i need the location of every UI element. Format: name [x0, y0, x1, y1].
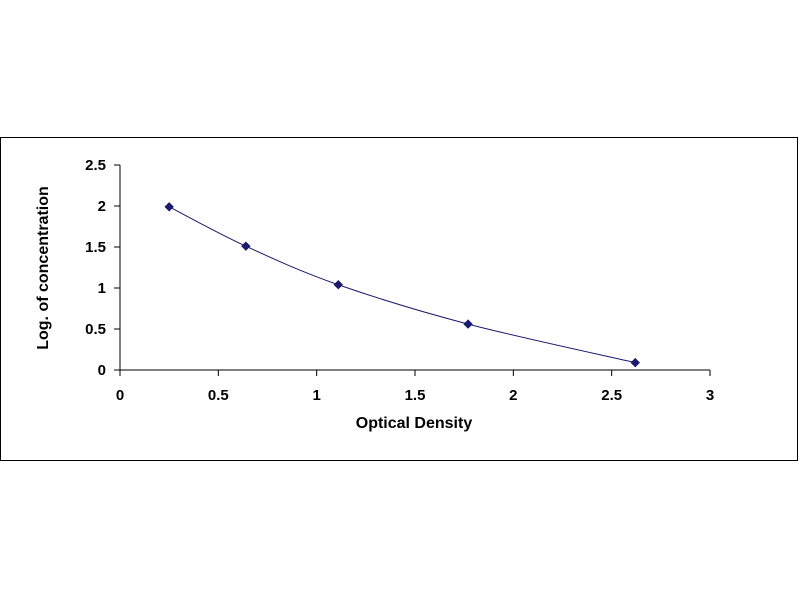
data-point	[463, 319, 473, 329]
y-tick-label: 2	[98, 198, 106, 215]
y-tick-label: 1	[98, 280, 106, 297]
data-point	[630, 357, 640, 368]
y-ticks: 0 0.5 1 1.5 2 2.5	[85, 157, 120, 379]
y-tick-label: 0.5	[85, 321, 106, 338]
chart-frame	[0, 137, 798, 461]
data-point	[241, 241, 251, 251]
fit-curve	[168, 206, 636, 364]
y-tick-label: 2.5	[85, 157, 106, 174]
x-tick-label: 2.5	[601, 387, 622, 404]
x-ticks: 0 0.5 1 1.5 2 2.5 3	[116, 370, 714, 404]
x-tick-label: 1	[312, 387, 320, 404]
x-tick-label: 3	[706, 387, 714, 404]
data-point	[333, 280, 344, 290]
y-tick-label: 1.5	[85, 239, 106, 256]
x-axis-title: Optical Density	[356, 415, 473, 432]
data-point	[164, 202, 174, 212]
x-tick-label: 1.5	[405, 387, 426, 404]
axes	[119, 165, 710, 371]
y-axis-title: Log. of concentration	[35, 186, 52, 350]
x-tick-label: 2	[509, 387, 517, 404]
x-tick-label: 0.5	[208, 387, 229, 404]
data-points	[164, 202, 640, 368]
x-tick-label: 0	[116, 387, 124, 404]
y-tick-label: 0	[98, 362, 106, 379]
